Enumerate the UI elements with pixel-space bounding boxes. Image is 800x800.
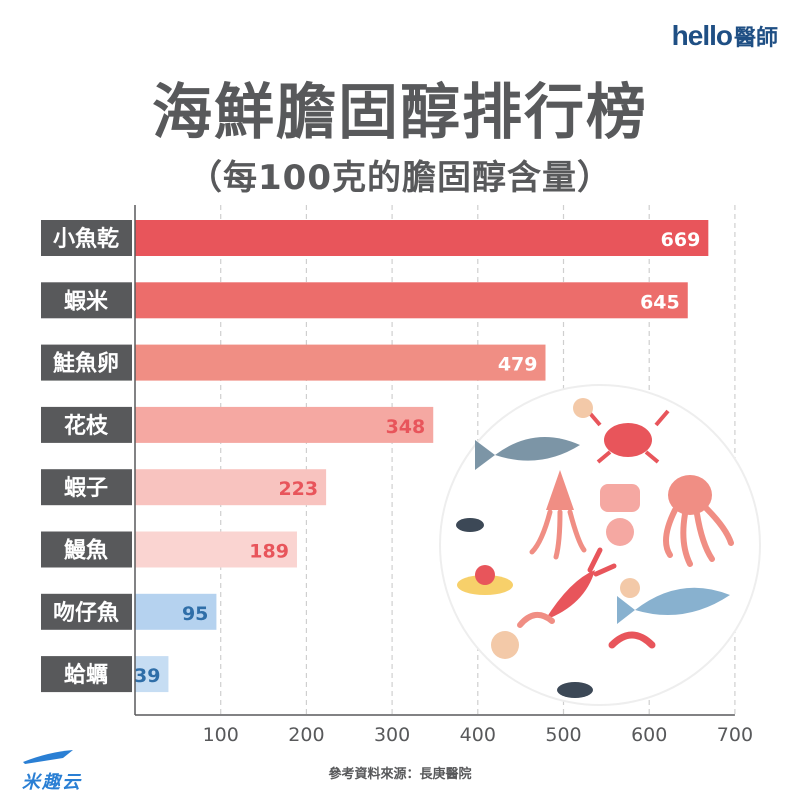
data-label: 669 <box>661 229 701 251</box>
category-label: 鰻魚 <box>64 538 108 564</box>
logo-text: hello <box>671 20 733 51</box>
data-label: 645 <box>640 291 680 313</box>
x-tick-label: 500 <box>545 724 581 746</box>
source-note: 參考資料來源：長庚醫院 <box>328 767 472 782</box>
category-label-box <box>41 469 132 506</box>
data-label: 39 <box>134 665 160 687</box>
watermark-text: 米趣云 <box>22 772 82 793</box>
x-tick-label: 600 <box>631 724 667 746</box>
x-tick-label: 700 <box>717 724 753 746</box>
category-label-box <box>41 593 132 630</box>
x-tick-label: 300 <box>374 724 410 746</box>
squid-icon <box>529 470 587 560</box>
category-label: 小魚乾 <box>53 226 119 252</box>
data-label: 223 <box>278 478 318 500</box>
bar <box>135 406 434 443</box>
chart-title: 海鮮膽固醇排行榜 <box>152 78 648 148</box>
salmon-steak-icon <box>600 484 640 546</box>
watermark: 米趣云 <box>18 748 118 794</box>
logo-text-cn: 醫師 <box>733 26 778 51</box>
bar <box>135 344 546 381</box>
category-label-box <box>41 656 132 693</box>
bar <box>135 282 688 319</box>
chart-subtitle: （每100克的膽固醇含量） <box>188 158 612 198</box>
data-label: 479 <box>498 354 538 376</box>
category-label-box <box>41 531 132 568</box>
lobster-icon <box>545 547 617 620</box>
roe-icon <box>457 565 513 595</box>
shell-icons <box>456 398 656 698</box>
brand-logo: hello 醫師 <box>672 20 778 52</box>
category-label-box <box>41 344 132 381</box>
category-label: 吻仔魚 <box>53 600 119 626</box>
bar <box>135 220 709 256</box>
category-label-box <box>41 282 132 319</box>
data-label: 348 <box>386 416 426 438</box>
bar <box>135 469 327 506</box>
category-label: 蝦子 <box>64 476 108 501</box>
seafood-illustration <box>439 384 761 706</box>
x-tick-label: 200 <box>288 724 324 746</box>
plane-icon <box>23 750 73 764</box>
bar <box>135 593 217 630</box>
octopus-icon <box>663 475 734 567</box>
data-label: 95 <box>182 603 208 625</box>
category-label-box <box>41 406 132 443</box>
fish-icon-2 <box>617 587 730 624</box>
bar <box>135 656 169 693</box>
category-label-box <box>41 220 132 256</box>
category-label: 鮭魚卵 <box>53 351 119 377</box>
category-label: 花枝 <box>64 413 109 439</box>
bar <box>135 531 297 568</box>
fish-icon <box>475 437 580 470</box>
data-label: 189 <box>249 541 289 563</box>
x-tick-label: 100 <box>203 724 239 746</box>
category-label: 蝦米 <box>64 289 109 314</box>
category-label: 蛤蠣 <box>64 662 108 688</box>
crab-icon <box>586 409 670 464</box>
x-tick-label: 400 <box>460 724 496 746</box>
